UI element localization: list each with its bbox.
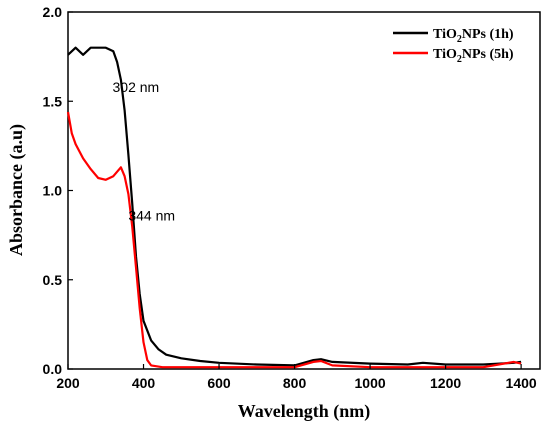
legend-label: TiO2NPs (1h) — [433, 27, 514, 45]
y-tick-label: 2.0 — [43, 4, 63, 20]
peak-annotation: 302 nm — [113, 79, 160, 95]
y-tick-label: 0.5 — [43, 272, 63, 288]
x-tick-label: 1000 — [355, 375, 386, 391]
x-tick-label: 400 — [132, 375, 156, 391]
y-tick-label: 1.5 — [43, 93, 63, 109]
series-line-1 — [67, 46, 522, 367]
x-tick-label: 600 — [207, 375, 231, 391]
legend: TiO2NPs (1h) TiO2NPs (5h) — [393, 27, 514, 65]
y-tick-label: 0.0 — [43, 361, 63, 377]
y-axis-title: Absorbance (a.u) — [6, 124, 27, 256]
peak-annotation: 344 nm — [128, 207, 175, 223]
plot-frame — [67, 11, 541, 370]
x-axis-title: Wavelength (nm) — [238, 401, 371, 422]
x-tick-label: 200 — [56, 375, 80, 391]
x-ticks: 200 400 600 800 1000 1200 1400 — [56, 364, 537, 391]
x-tick-label: 800 — [283, 375, 307, 391]
x-tick-label: 1200 — [430, 375, 461, 391]
x-tick-label: 1400 — [506, 375, 537, 391]
legend-label: TiO2NPs (5h) — [433, 47, 514, 65]
y-tick-label: 1.0 — [43, 183, 63, 199]
annotations: 302 nm 344 nm — [113, 79, 176, 224]
y-ticks: 0.0 0.5 1.0 1.5 2.0 — [43, 4, 73, 377]
